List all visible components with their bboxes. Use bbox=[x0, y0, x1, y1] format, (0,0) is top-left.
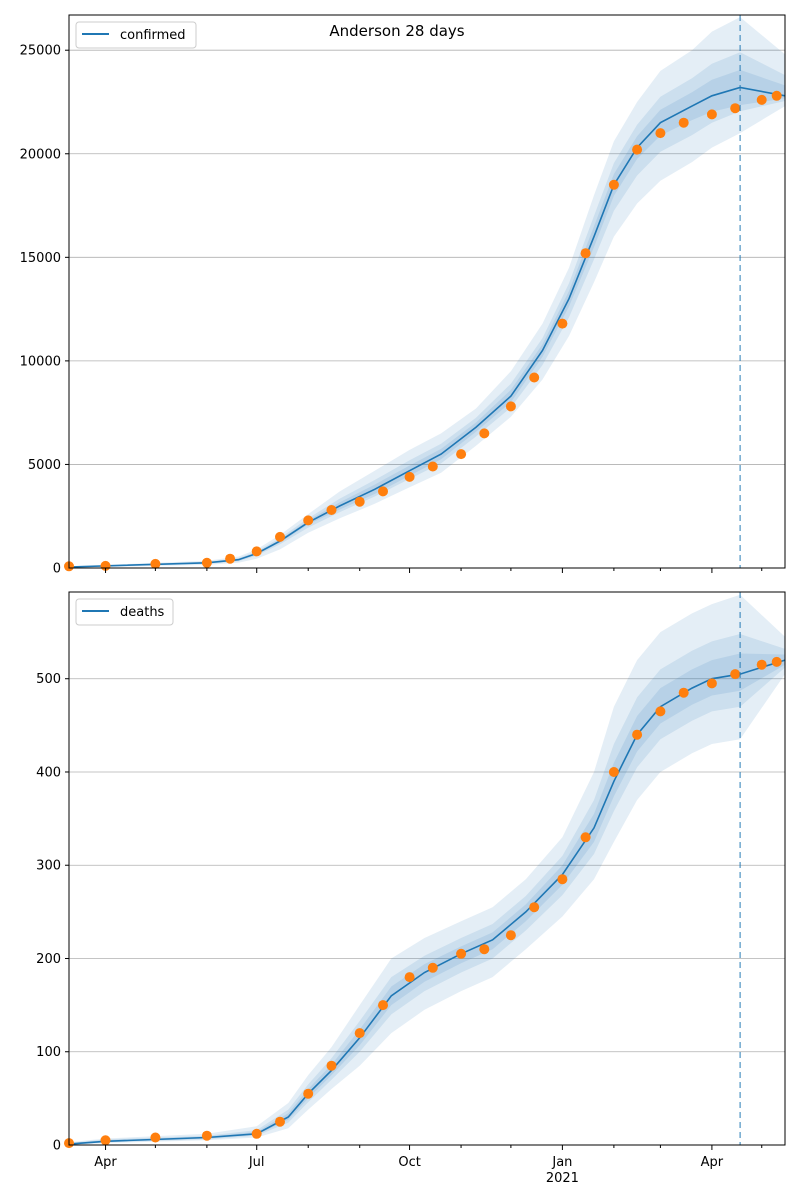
axes-frame bbox=[68, 591, 786, 1146]
observed-point bbox=[632, 144, 643, 155]
observed-point bbox=[678, 117, 689, 128]
uncertainty-band bbox=[69, 17, 785, 568]
observed-point bbox=[378, 1000, 388, 1011]
observed-point bbox=[505, 401, 516, 412]
observed-point bbox=[706, 678, 717, 689]
observed-point bbox=[150, 1132, 161, 1143]
observed-point bbox=[632, 729, 643, 740]
model-line bbox=[68, 86, 786, 568]
observed-point bbox=[706, 109, 717, 120]
observed-point bbox=[354, 496, 365, 507]
y-tick-label: 25000 bbox=[20, 44, 61, 59]
observed-point bbox=[655, 706, 666, 717]
observed-point bbox=[251, 1128, 262, 1139]
observed-point bbox=[756, 94, 767, 105]
legend-box bbox=[75, 21, 197, 49]
x-tick-label: Apr bbox=[94, 1155, 117, 1170]
observed-point bbox=[608, 767, 619, 777]
observed-point bbox=[771, 656, 782, 667]
observed-point bbox=[756, 659, 767, 670]
observed-point bbox=[456, 948, 467, 959]
observed-point bbox=[378, 486, 388, 497]
y-tick-label: 20000 bbox=[20, 147, 61, 162]
y-tick-label: 0 bbox=[53, 1139, 61, 1154]
y-tick-label: 100 bbox=[36, 1045, 61, 1060]
observed-point bbox=[404, 471, 415, 482]
observed-point bbox=[557, 318, 568, 329]
observed-point bbox=[225, 553, 236, 564]
observed-point bbox=[100, 1135, 111, 1146]
observed-point bbox=[303, 1088, 314, 1099]
y-tick-label: 0 bbox=[53, 562, 61, 577]
legend-label: deaths bbox=[120, 605, 165, 620]
legend-box bbox=[75, 598, 174, 626]
observed-point bbox=[678, 687, 689, 698]
observed-point bbox=[771, 90, 782, 101]
x-tick-label: Apr bbox=[701, 1155, 724, 1170]
legend-label: confirmed bbox=[120, 28, 186, 43]
observed-point bbox=[479, 428, 490, 439]
observed-point bbox=[529, 372, 540, 383]
deaths-panel: 0 100 200 300 400 500 deaths bbox=[36, 591, 786, 1154]
y-tick-label: 200 bbox=[36, 952, 61, 967]
y-tick-label: 500 bbox=[36, 672, 61, 687]
legend: confirmed bbox=[75, 21, 197, 49]
x-tick-label: Jan bbox=[551, 1155, 572, 1170]
observed-point bbox=[303, 515, 314, 526]
observed-point bbox=[275, 1116, 285, 1127]
y-tick-label: 15000 bbox=[20, 251, 61, 266]
observed-point bbox=[354, 1028, 365, 1039]
observed-point bbox=[150, 558, 161, 569]
observed-point bbox=[557, 874, 568, 885]
observed-point bbox=[580, 832, 591, 843]
observed-point bbox=[730, 103, 741, 114]
observed-point bbox=[655, 128, 666, 139]
observed-point bbox=[275, 531, 285, 542]
y-tick-label: 400 bbox=[36, 765, 61, 780]
legend: deaths bbox=[75, 598, 174, 626]
axes-frame bbox=[68, 14, 786, 569]
uncertainty-band bbox=[69, 52, 785, 568]
x-year-label: 2021 bbox=[546, 1171, 579, 1186]
observed-point bbox=[608, 179, 619, 190]
observed-point bbox=[326, 505, 337, 515]
model-line bbox=[68, 659, 786, 1145]
observed-point bbox=[456, 449, 467, 460]
observed-point bbox=[201, 1130, 212, 1141]
y-tick-label: 300 bbox=[36, 859, 61, 874]
observed-point bbox=[427, 962, 438, 973]
observed-point bbox=[326, 1060, 337, 1071]
observed-point bbox=[404, 972, 415, 983]
figure-title: Anderson 28 days bbox=[329, 22, 464, 40]
x-tick-label: Oct bbox=[398, 1155, 420, 1170]
observed-point bbox=[251, 546, 262, 557]
y-tick-label: 10000 bbox=[20, 354, 61, 369]
observed-point bbox=[580, 248, 591, 259]
observed-point bbox=[529, 902, 540, 913]
x-tick-label: Jul bbox=[248, 1155, 265, 1170]
observed-point bbox=[201, 557, 212, 568]
uncertainty-band bbox=[69, 594, 785, 1145]
y-tick-label: 5000 bbox=[28, 458, 61, 473]
observed-point bbox=[505, 930, 516, 941]
observed-point bbox=[730, 669, 741, 680]
observed-point bbox=[479, 944, 490, 955]
confirmed-panel: 0 5000 10000 15000 20000 25000 confirmed bbox=[20, 14, 786, 577]
shared-x-axis: Apr Jul Oct Jan Apr 2021 bbox=[94, 1155, 724, 1186]
observed-point bbox=[427, 461, 438, 472]
